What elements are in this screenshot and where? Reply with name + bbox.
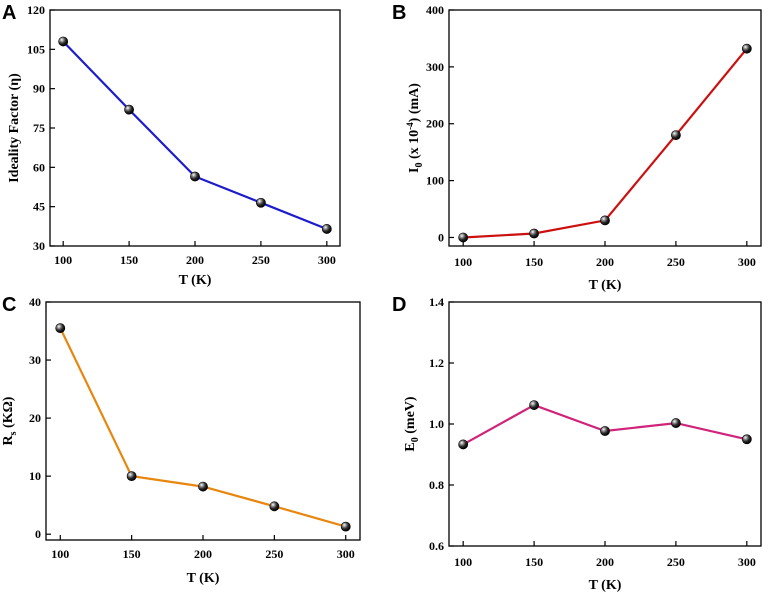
x-tick-label-b-200: 200 — [596, 255, 614, 269]
panel-label-c: C — [2, 294, 16, 316]
x-axis-title-d: T (K) — [589, 578, 622, 593]
data-point-b-300 — [741, 43, 752, 54]
data-point-b-100 — [458, 232, 469, 243]
y-tick-label-c-4: 40 — [29, 295, 41, 309]
panel-d: D T (K) E0 (meV) 100 150 200 250 300 0.6 0.8 1.… — [392, 294, 762, 593]
x-tick-label-a-150: 150 — [120, 253, 138, 267]
data-point-a-100 — [58, 36, 69, 47]
x-tick-label-d-300: 300 — [738, 555, 756, 569]
y-axis-title-c: Rs (KΩ) — [1, 396, 19, 445]
y-title-b-sup: -4 — [405, 122, 415, 130]
y-title-d-main: E — [403, 442, 418, 451]
panel-c: C T (K) Rs (KΩ) 100 150 200 250 300 0 10 20 30 40 — [1, 294, 361, 586]
x-tick-label-b-250: 250 — [667, 255, 685, 269]
series-line-c — [59, 327, 347, 528]
y-tick-label-b-0: 0 — [438, 230, 444, 244]
data-point-c-100 — [55, 323, 66, 334]
data-point-d-100 — [458, 439, 469, 450]
x-tick-label-c-150: 150 — [123, 547, 141, 561]
x-tick-label-c-250: 250 — [265, 547, 283, 561]
y-tick-label-b-1: 100 — [426, 174, 444, 188]
plot-frame-b — [448, 9, 762, 247]
y-tick-label-a-2: 60 — [33, 160, 45, 174]
data-point-c-300 — [340, 521, 351, 532]
panel-label-b: B — [392, 2, 406, 24]
y-title-d-end: (meV) — [403, 396, 418, 437]
y-tick-label-a-6: 120 — [27, 3, 45, 17]
y-tick-label-c-2: 20 — [29, 411, 41, 425]
y-title-d-sub: 0 — [410, 437, 421, 442]
data-point-b-150 — [529, 228, 539, 239]
y-tick-label-d-0: 0.6 — [429, 539, 444, 553]
x-tick-label-d-200: 200 — [596, 555, 614, 569]
y-title-b-main: I — [407, 167, 422, 172]
x-tick-label-d-100: 100 — [454, 555, 472, 569]
x-tick-label-d-150: 150 — [525, 555, 543, 569]
x-tick-label-a-300: 300 — [318, 253, 336, 267]
x-axis-title-c: T (K) — [187, 571, 220, 586]
data-point-d-200 — [600, 426, 610, 436]
x-tick-label-c-200: 200 — [194, 547, 212, 561]
y-tick-label-b-2: 200 — [426, 117, 444, 131]
x-tick-label-a-250: 250 — [252, 253, 270, 267]
data-point-b-200 — [600, 215, 610, 226]
data-point-a-250 — [256, 197, 266, 208]
data-point-a-150 — [124, 104, 134, 115]
x-tick-label-c-300: 300 — [337, 547, 355, 561]
y-title-b-sub: 0 — [414, 162, 425, 167]
y-tick-label-a-1: 45 — [33, 200, 45, 214]
panel-b: B T (K) I0 (x 10-4) (mA) 100 150 200 250 300… — [392, 2, 762, 293]
y-tick-label-c-0: 0 — [35, 527, 41, 541]
panel-a: A T (K) Ideality Factor (η) 100 150 200 250… — [2, 2, 341, 288]
y-tick-label-a-4: 90 — [33, 82, 45, 96]
x-tick-label-a-200: 200 — [186, 253, 204, 267]
data-point-d-250 — [671, 418, 681, 428]
series-line-d — [462, 403, 748, 446]
y-title-c-main: R — [1, 434, 16, 445]
x-tick-label-b-300: 300 — [738, 255, 756, 269]
y-tick-label-b-3: 300 — [426, 60, 444, 74]
y-tick-label-b-4: 400 — [426, 3, 444, 17]
data-point-c-200 — [198, 481, 208, 492]
x-tick-label-d-250: 250 — [667, 555, 685, 569]
x-axis-title-b: T (K) — [589, 278, 622, 293]
data-point-c-250 — [269, 501, 280, 512]
x-axis-title-a: T (K) — [179, 273, 212, 288]
y-title-c-end: (KΩ) — [1, 396, 16, 431]
y-tick-label-d-4: 1.4 — [429, 295, 444, 309]
data-point-b-250 — [671, 130, 681, 141]
y-axis-title-d: E0 (meV) — [403, 396, 421, 451]
data-point-c-150 — [126, 471, 137, 482]
y-title-b-mid: (x 10 — [407, 130, 422, 163]
y-axis-title-a: Ideality Factor (η) — [7, 73, 22, 183]
y-tick-label-a-0: 30 — [33, 239, 45, 253]
data-point-d-300 — [741, 434, 752, 445]
y-axis-title-b: I0 (x 10-4) (mA) — [405, 83, 425, 173]
y-title-b-end: ) (mA) — [407, 83, 422, 123]
x-tick-label-b-150: 150 — [525, 255, 543, 269]
y-title-c-sub: s — [8, 431, 19, 435]
plot-frame-d — [448, 301, 762, 547]
y-tick-label-d-2: 1.0 — [429, 417, 444, 431]
plot-frame-a — [49, 9, 341, 247]
y-tick-label-d-3: 1.2 — [429, 356, 444, 370]
panel-label-d: D — [392, 294, 406, 316]
panel-label-a: A — [2, 2, 16, 24]
data-point-d-150 — [529, 400, 539, 410]
series-line-b — [463, 48, 748, 239]
data-point-a-300 — [321, 224, 332, 234]
y-tick-label-a-5: 105 — [27, 42, 45, 56]
x-tick-label-a-100: 100 — [54, 253, 72, 267]
y-tick-label-d-1: 0.8 — [429, 478, 444, 492]
y-tick-label-a-3: 75 — [33, 121, 45, 135]
x-tick-label-b-100: 100 — [454, 255, 472, 269]
y-tick-label-c-3: 30 — [29, 353, 41, 367]
series-line-a — [62, 40, 328, 231]
x-tick-label-c-100: 100 — [51, 547, 69, 561]
data-point-a-200 — [190, 171, 200, 182]
y-tick-label-c-1: 10 — [29, 469, 41, 483]
plot-frame-c — [45, 301, 361, 541]
